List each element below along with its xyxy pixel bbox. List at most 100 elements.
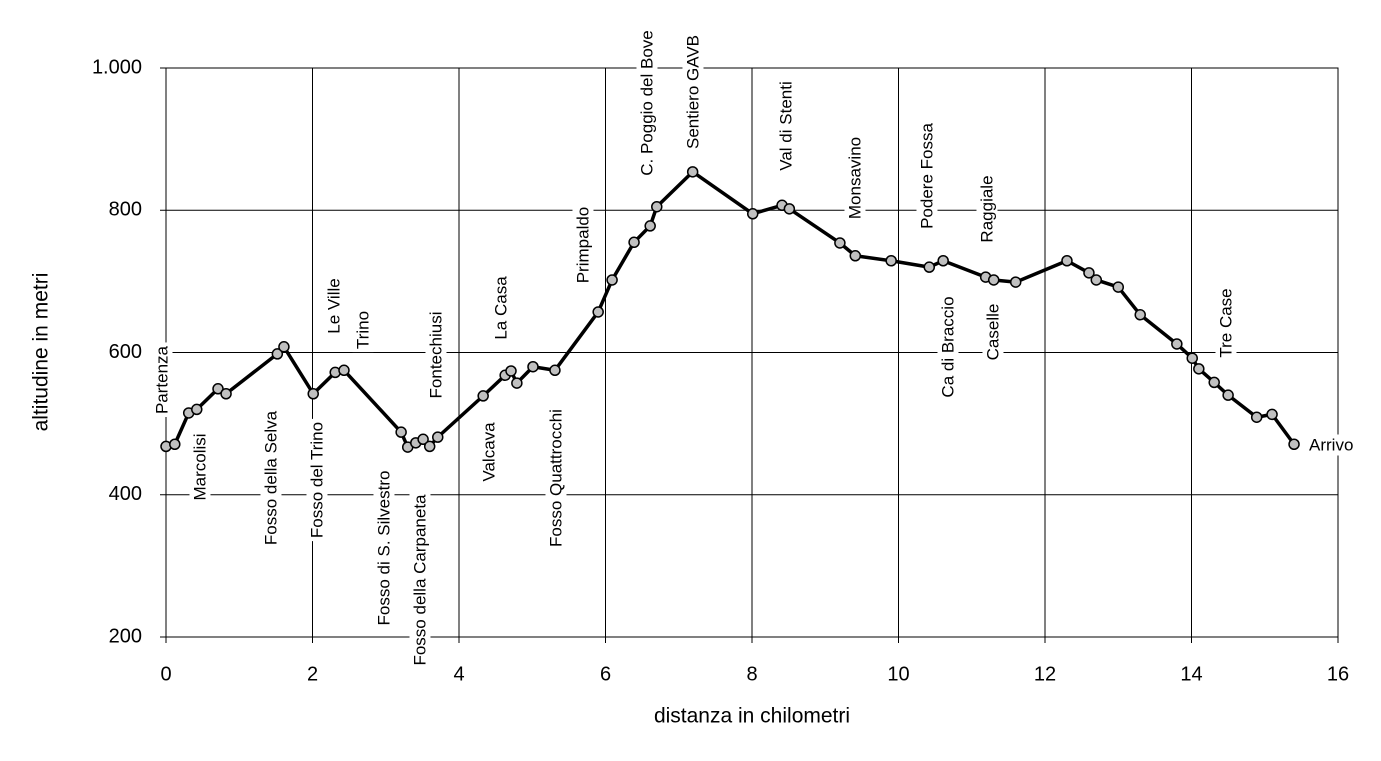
point-marker xyxy=(1193,363,1205,375)
annotation-background xyxy=(425,308,447,402)
point-marker xyxy=(834,237,846,249)
annotation-background xyxy=(151,342,173,418)
point-marker xyxy=(937,254,949,267)
point-marker xyxy=(423,440,436,453)
point-marker xyxy=(278,341,290,353)
annotation: C. Poggio del Bove xyxy=(637,30,656,176)
point-marker xyxy=(1112,281,1124,293)
x-tick-label: 6 xyxy=(600,663,611,685)
point-marker xyxy=(511,377,523,389)
point-marker xyxy=(651,200,663,213)
x-tick-label: 8 xyxy=(746,663,757,685)
annotation-background xyxy=(323,275,345,337)
annotation-background xyxy=(976,172,998,246)
annotation: Partenza xyxy=(152,345,171,414)
annotation: Fosso Quattrocchi xyxy=(546,409,565,547)
point-marker xyxy=(169,438,181,451)
annotation-background xyxy=(306,418,328,542)
point-marker xyxy=(220,388,232,400)
annotation: Val di Stenti xyxy=(776,81,795,170)
annotation: Sentiero GAVB xyxy=(683,35,702,149)
point-marker xyxy=(1009,276,1022,288)
annotation-group: Fosso Quattrocchi xyxy=(545,406,567,550)
x-tick-label: 10 xyxy=(887,663,909,685)
annotation: La Casa xyxy=(491,276,510,340)
point-marker xyxy=(1171,338,1183,350)
annotation-background xyxy=(1215,285,1237,361)
annotation-background xyxy=(937,293,959,401)
annotation: Ca di Braccio xyxy=(938,296,957,397)
annotation-background xyxy=(260,407,282,549)
point-marker xyxy=(549,364,561,377)
annotation-background xyxy=(490,272,512,343)
annotation-group: C. Poggio del Bove xyxy=(636,27,658,179)
x-axis-label: distanza in chilometri xyxy=(654,705,850,728)
point-marker xyxy=(1134,309,1146,321)
annotation-group: Marcolisi xyxy=(189,430,211,504)
x-tick-label: 12 xyxy=(1034,663,1056,685)
point-marker xyxy=(1061,254,1073,267)
annotation-group: Primpaldo xyxy=(572,203,594,287)
annotation-background xyxy=(636,27,658,179)
annotation-group: Fosso della Carpaneta xyxy=(409,490,431,669)
annotation-group: La Casa xyxy=(490,272,512,343)
x-tick-label: 14 xyxy=(1180,663,1202,685)
annotation-group: Caselle xyxy=(982,300,1004,364)
annotation-group: Trino xyxy=(352,307,374,353)
annotation-group: Podere Fossa xyxy=(916,119,938,232)
annotation-group: Fosso della Selva xyxy=(260,407,282,549)
annotation-background xyxy=(478,418,500,485)
point-marker xyxy=(592,306,604,318)
x-tick-label: 4 xyxy=(453,663,464,685)
annotation-group: Raggiale xyxy=(976,172,998,246)
annotation-background xyxy=(352,307,374,353)
annotation-group: Tre Case xyxy=(1215,285,1237,361)
point-marker xyxy=(505,365,517,377)
point-marker xyxy=(191,403,203,416)
y-tick-label: 400 xyxy=(109,483,142,505)
y-axis-label: altitudine in metri xyxy=(30,273,53,432)
annotation-background xyxy=(844,133,866,223)
annotation: Valcava xyxy=(479,422,498,482)
point-marker xyxy=(1090,274,1103,286)
annotation-group: Sentiero GAVB xyxy=(682,31,704,153)
annotation: Primpaldo xyxy=(573,207,592,284)
point-marker xyxy=(686,166,699,178)
annotation: Monsavino xyxy=(845,137,864,219)
point-marker xyxy=(849,250,862,262)
point-marker xyxy=(1288,438,1300,451)
annotation-background xyxy=(545,406,567,550)
annotation: Tre Case xyxy=(1216,288,1235,357)
annotation: Caselle xyxy=(983,304,1002,361)
point-marker xyxy=(338,364,350,377)
annotation-background xyxy=(572,203,594,287)
annotation: Fosso della Selva xyxy=(261,410,280,545)
annotation-group: Val di Stenti xyxy=(775,78,797,174)
annotation-background xyxy=(916,119,938,232)
point-marker xyxy=(987,274,1000,286)
point-marker xyxy=(923,261,936,273)
annotation: Fontechiusi xyxy=(426,312,445,399)
annotation-group: Fosso di S. Silvestro xyxy=(373,467,395,629)
x-tick-label: 0 xyxy=(160,663,171,685)
annotation-background xyxy=(189,430,211,504)
point-marker xyxy=(307,388,319,400)
point-marker xyxy=(417,433,429,446)
annotation-group: Le Ville xyxy=(323,275,345,337)
point-marker xyxy=(644,220,656,232)
grid xyxy=(160,67,1339,643)
annotation-group: Arrivo xyxy=(1306,434,1357,456)
y-tick-label: 600 xyxy=(109,341,142,363)
annotation-background xyxy=(775,78,797,174)
annotation: Trino xyxy=(353,311,372,349)
y-tick-label: 800 xyxy=(109,199,142,221)
x-tick-label: 2 xyxy=(307,663,318,685)
annotation-group: Partenza xyxy=(151,342,173,418)
point-marker xyxy=(271,348,284,360)
annotation: Fosso della Carpaneta xyxy=(410,494,429,666)
annotation: Arrivo xyxy=(1309,435,1353,454)
annotation-background xyxy=(682,31,704,153)
x-tick-label: 16 xyxy=(1327,663,1349,685)
y-tick-label: 1.000 xyxy=(92,56,142,78)
